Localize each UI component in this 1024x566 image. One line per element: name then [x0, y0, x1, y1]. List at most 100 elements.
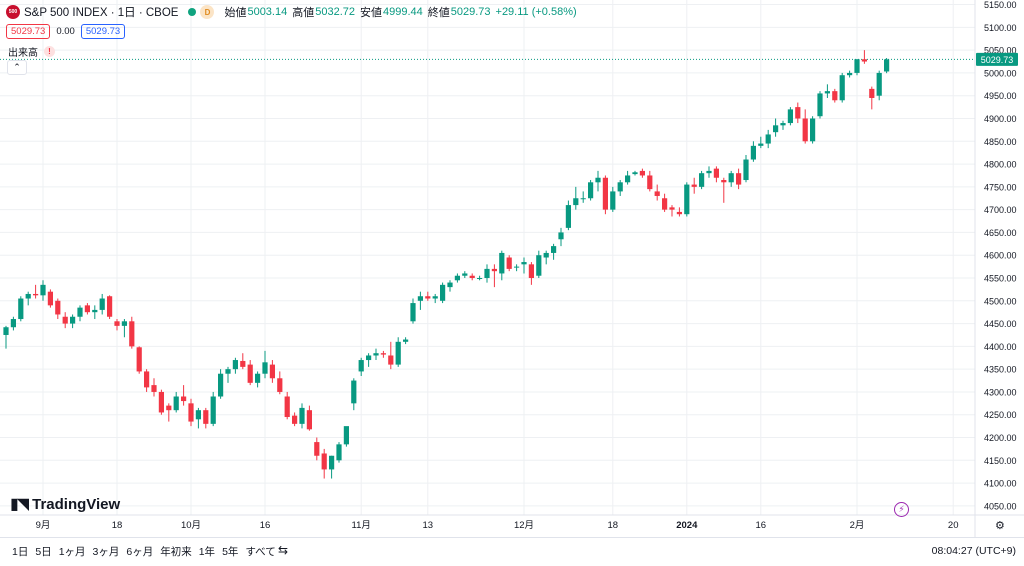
candle-body[interactable]: [77, 307, 83, 317]
candle-body[interactable]: [144, 371, 150, 388]
candle-body[interactable]: [395, 341, 401, 365]
candle-body[interactable]: [662, 198, 668, 210]
candle-body[interactable]: [210, 396, 216, 424]
candle-body[interactable]: [469, 275, 475, 279]
candle-body[interactable]: [47, 291, 53, 306]
candle-body[interactable]: [358, 360, 364, 372]
candle-body[interactable]: [802, 118, 808, 142]
candle-body[interactable]: [839, 75, 845, 101]
candle-body[interactable]: [787, 109, 793, 124]
candle-body[interactable]: [632, 172, 638, 175]
candle-body[interactable]: [366, 355, 372, 361]
candle-body[interactable]: [417, 296, 423, 301]
candle-body[interactable]: [18, 298, 24, 320]
candle-body[interactable]: [166, 405, 172, 411]
candle-body[interactable]: [107, 296, 113, 317]
candle-body[interactable]: [625, 175, 631, 183]
candle-body[interactable]: [232, 360, 238, 370]
candle-body[interactable]: [114, 321, 120, 326]
range-1d[interactable]: 1日: [12, 546, 29, 558]
candle-body[interactable]: [99, 298, 105, 310]
candle-body[interactable]: [773, 125, 779, 133]
candle-body[interactable]: [551, 246, 557, 253]
candle-body[interactable]: [380, 353, 386, 355]
candle-body[interactable]: [447, 282, 453, 288]
candle-body[interactable]: [743, 159, 749, 181]
candle-body[interactable]: [277, 378, 283, 392]
range-5y[interactable]: 5年: [222, 546, 239, 558]
candle-body[interactable]: [33, 293, 39, 296]
candle-body[interactable]: [410, 303, 416, 322]
candle-body[interactable]: [292, 415, 298, 424]
candle-body[interactable]: [647, 175, 653, 190]
candle-body[interactable]: [824, 91, 830, 94]
candle-body[interactable]: [832, 91, 838, 101]
chevron-up-icon[interactable]: ⌃: [7, 60, 27, 75]
candle-body[interactable]: [203, 410, 209, 424]
candle-body[interactable]: [869, 88, 875, 98]
candle-body[interactable]: [854, 59, 860, 73]
candle-body[interactable]: [240, 360, 246, 367]
candle-body[interactable]: [506, 257, 512, 269]
candle-body[interactable]: [440, 284, 446, 301]
candle-body[interactable]: [573, 198, 579, 206]
candle-body[interactable]: [758, 143, 764, 146]
candle-body[interactable]: [588, 182, 594, 199]
candle-body[interactable]: [55, 300, 61, 315]
candle-body[interactable]: [425, 296, 431, 299]
calendar-range-icon[interactable]: ⇆: [278, 543, 289, 557]
range-1y[interactable]: 1年: [198, 546, 216, 558]
sell-price-box[interactable]: 5029.73: [6, 24, 51, 39]
symbol-title[interactable]: S&P 500 INDEX · 1日 · CBOE: [24, 7, 179, 19]
candle-body[interactable]: [884, 59, 890, 72]
candle-body[interactable]: [654, 191, 660, 196]
candle-body[interactable]: [536, 255, 542, 276]
candle-body[interactable]: [521, 262, 527, 265]
range-3m[interactable]: 3ヶ月: [92, 546, 120, 558]
candle-body[interactable]: [861, 59, 867, 62]
candle-body[interactable]: [181, 396, 187, 402]
candle-body[interactable]: [706, 170, 712, 174]
candle-body[interactable]: [558, 232, 564, 240]
candle-body[interactable]: [255, 373, 261, 383]
candle-body[interactable]: [795, 107, 801, 119]
candle-body[interactable]: [477, 278, 483, 280]
candle-body[interactable]: [284, 396, 290, 418]
candle-body[interactable]: [10, 319, 16, 328]
candle-body[interactable]: [373, 353, 379, 356]
candle-body[interactable]: [684, 184, 690, 215]
candle-body[interactable]: [173, 396, 179, 411]
candle-body[interactable]: [336, 444, 342, 461]
candle-body[interactable]: [610, 191, 616, 210]
candle-body[interactable]: [639, 170, 645, 176]
candle-body[interactable]: [580, 198, 586, 200]
candle-body[interactable]: [158, 391, 164, 413]
candle-body[interactable]: [765, 134, 771, 144]
buy-price-box[interactable]: 5029.73: [80, 24, 126, 39]
candle-body[interactable]: [602, 177, 608, 210]
candle-body[interactable]: [25, 293, 31, 299]
candle-body[interactable]: [713, 168, 719, 178]
candle-body[interactable]: [247, 364, 253, 383]
candle-body[interactable]: [129, 321, 135, 347]
candle-body[interactable]: [314, 442, 320, 456]
candle-body[interactable]: [454, 275, 460, 281]
candle-body[interactable]: [565, 205, 571, 228]
candle-body[interactable]: [188, 403, 194, 422]
candle-body[interactable]: [876, 72, 882, 96]
candle-body[interactable]: [92, 309, 98, 313]
candle-body[interactable]: [750, 145, 756, 160]
candle-body[interactable]: [70, 316, 76, 324]
range-6m[interactable]: 6ヶ月: [126, 546, 154, 558]
candle-body[interactable]: [343, 426, 349, 445]
candle-body[interactable]: [721, 180, 727, 183]
candle-body[interactable]: [462, 273, 468, 276]
candle-body[interactable]: [269, 364, 275, 379]
candle-body[interactable]: [676, 211, 682, 215]
candle-body[interactable]: [121, 321, 127, 326]
candle-body[interactable]: [669, 207, 675, 210]
candle-body[interactable]: [595, 177, 601, 183]
candle-body[interactable]: [299, 407, 305, 424]
range-all[interactable]: すべて: [245, 546, 276, 558]
